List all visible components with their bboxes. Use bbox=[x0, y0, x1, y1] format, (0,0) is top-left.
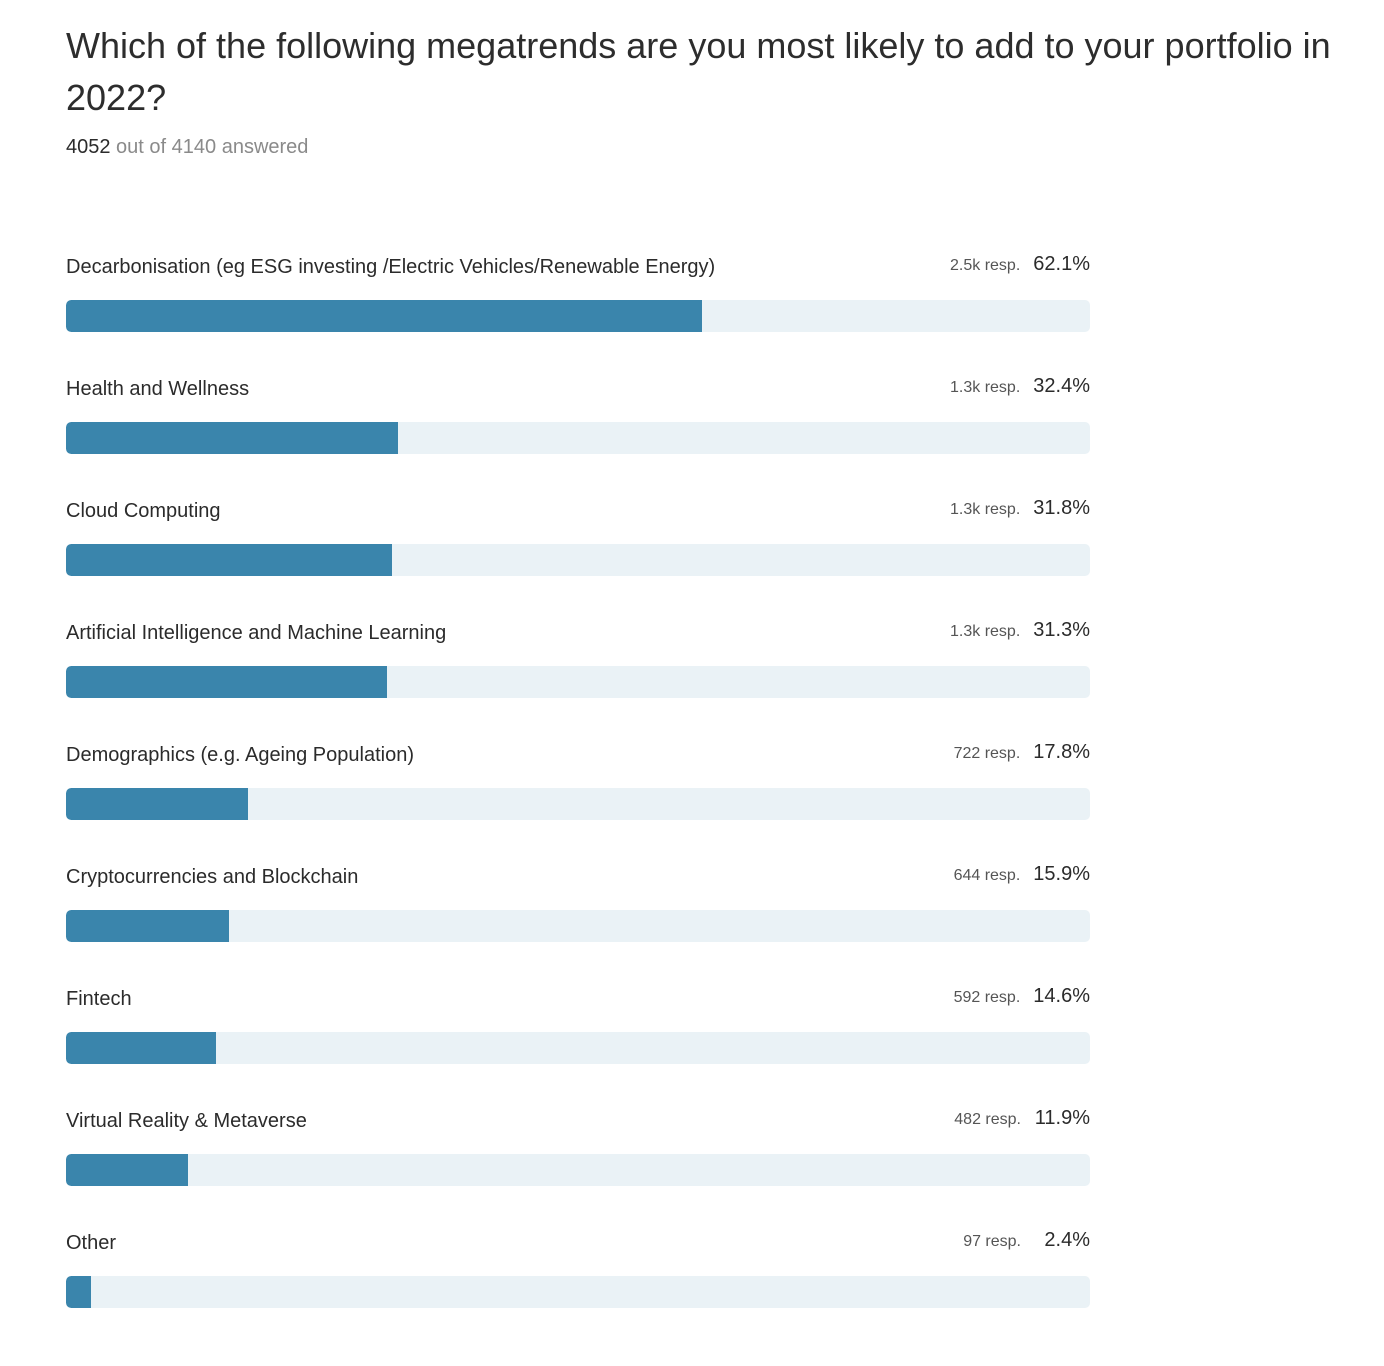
bar-track bbox=[66, 300, 1090, 332]
answered-total-text: out of 4140 answered bbox=[110, 136, 309, 158]
percent-label: 11.9% bbox=[1034, 1107, 1090, 1129]
bar-track bbox=[66, 1032, 1090, 1064]
row-stats: 97 resp. 2.4% bbox=[963, 1229, 1090, 1252]
bar-track bbox=[66, 788, 1090, 820]
category-label: Demographics (e.g. Ageing Population) bbox=[66, 744, 414, 766]
chart-row: Other 97 resp. 2.4% bbox=[66, 1224, 1090, 1346]
chart-row: Artificial Intelligence and Machine Lear… bbox=[66, 614, 1090, 736]
category-label: Cryptocurrencies and Blockchain bbox=[66, 866, 359, 888]
row-stats: 1.3k resp. 31.3% bbox=[950, 619, 1090, 642]
percent-label: 17.8% bbox=[1033, 741, 1090, 763]
response-count-label: 2.5k resp. bbox=[950, 257, 1021, 274]
bar-track bbox=[66, 422, 1090, 454]
category-label: Artificial Intelligence and Machine Lear… bbox=[66, 622, 447, 644]
chart-row: Fintech 592 resp. 14.6% bbox=[66, 980, 1090, 1102]
category-label: Fintech bbox=[66, 988, 132, 1010]
response-count-label: 1.3k resp. bbox=[950, 623, 1021, 640]
chart-row: Health and Wellness 1.3k resp. 32.4% bbox=[66, 370, 1090, 492]
response-count-label: 97 resp. bbox=[963, 1233, 1021, 1250]
chart-row: Cryptocurrencies and Blockchain 644 resp.… bbox=[66, 858, 1090, 980]
chart-row: Demographics (e.g. Ageing Population) 722… bbox=[66, 736, 1090, 858]
row-stats: 644 resp. 15.9% bbox=[954, 863, 1090, 886]
bar-track bbox=[66, 1276, 1090, 1308]
answered-summary: 4052 out of 4140 answered bbox=[66, 133, 308, 161]
row-stats: 1.3k resp. 32.4% bbox=[950, 375, 1090, 398]
percent-label: 14.6% bbox=[1033, 985, 1090, 1007]
bar-track bbox=[66, 666, 1090, 698]
percent-label: 2.4% bbox=[1044, 1229, 1090, 1251]
bar-track bbox=[66, 910, 1090, 942]
category-label: Other bbox=[66, 1232, 117, 1254]
percent-label: 62.1% bbox=[1033, 253, 1090, 275]
bar-track bbox=[66, 544, 1090, 576]
bar-fill bbox=[66, 1032, 216, 1064]
response-count-label: 1.3k resp. bbox=[950, 379, 1021, 396]
response-count-label: 1.3k resp. bbox=[950, 501, 1021, 518]
response-count-label: 722 resp. bbox=[953, 745, 1021, 762]
category-label: Cloud Computing bbox=[66, 500, 221, 522]
percent-label: 15.9% bbox=[1033, 863, 1090, 885]
row-stats: 592 resp. 14.6% bbox=[954, 985, 1090, 1008]
chart-row: Virtual Reality & Metaverse 482 resp. 11.9… bbox=[66, 1102, 1090, 1224]
answered-count: 4052 bbox=[66, 136, 111, 158]
percent-label: 31.8% bbox=[1033, 497, 1090, 519]
bar-fill bbox=[66, 300, 702, 332]
bar-fill bbox=[66, 544, 392, 576]
bar-fill bbox=[66, 666, 387, 698]
row-stats: 482 resp. 11.9% bbox=[954, 1107, 1090, 1130]
response-count-label: 644 resp. bbox=[953, 867, 1021, 884]
response-count-label: 482 resp. bbox=[954, 1111, 1021, 1128]
percent-label: 31.3% bbox=[1033, 619, 1090, 641]
row-stats: 722 resp. 17.8% bbox=[954, 741, 1090, 764]
bar-chart: Decarbonisation (eg ESG investing /Elect… bbox=[66, 248, 1090, 1346]
bar-fill bbox=[66, 910, 229, 942]
category-label: Decarbonisation (eg ESG investing /Elect… bbox=[66, 256, 716, 278]
category-label: Virtual Reality & Metaverse bbox=[66, 1110, 307, 1132]
bar-fill bbox=[66, 1276, 91, 1308]
response-count-label: 592 resp. bbox=[953, 989, 1021, 1006]
bar-fill bbox=[66, 788, 249, 820]
category-label: Health and Wellness bbox=[66, 378, 250, 400]
row-stats: 2.5k resp. 62.1% bbox=[950, 253, 1090, 276]
bar-fill bbox=[66, 1154, 188, 1186]
percent-label: 32.4% bbox=[1033, 375, 1090, 397]
bar-track bbox=[66, 1154, 1090, 1186]
chart-row: Cloud Computing 1.3k resp. 31.8% bbox=[66, 492, 1090, 614]
bar-fill bbox=[66, 422, 398, 454]
question-title: Which of the following megatrends are yo… bbox=[66, 25, 1331, 118]
chart-row: Decarbonisation (eg ESG investing /Elect… bbox=[66, 248, 1090, 370]
row-stats: 1.3k resp. 31.8% bbox=[950, 497, 1090, 520]
